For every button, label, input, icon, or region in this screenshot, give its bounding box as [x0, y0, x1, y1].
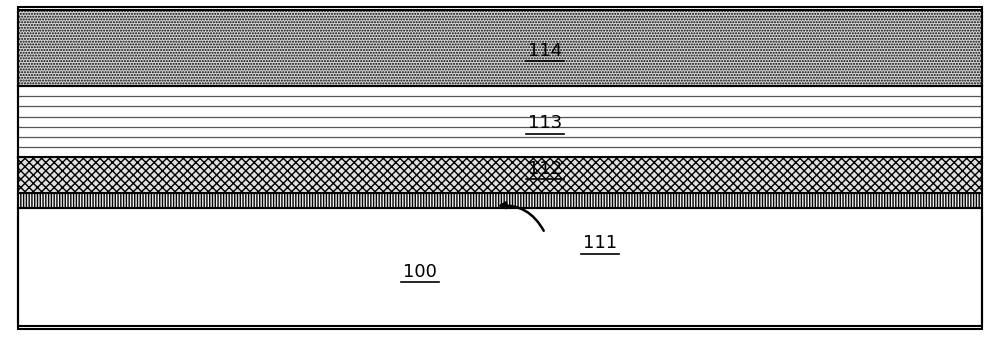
Text: 114: 114: [528, 42, 562, 60]
Text: 112: 112: [528, 160, 562, 178]
Text: 111: 111: [583, 234, 617, 252]
Bar: [18, 208, 982, 326]
Text: 100: 100: [403, 263, 437, 281]
Bar: [18, 157, 982, 193]
Bar: [18, 10, 982, 86]
Text: 113: 113: [528, 114, 562, 132]
Bar: [18, 193, 982, 208]
Bar: [18, 86, 982, 157]
